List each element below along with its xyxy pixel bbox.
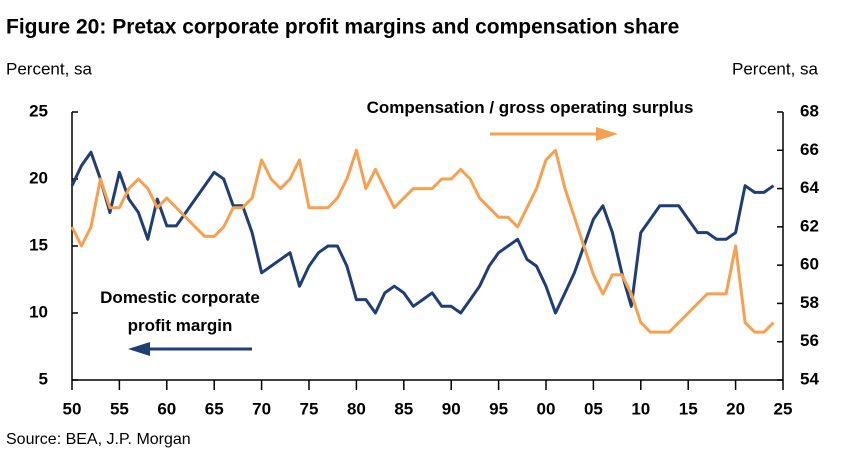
y-tick-label: 5 bbox=[39, 369, 48, 388]
x-tick-label: 80 bbox=[347, 399, 366, 418]
y-tick-label: 10 bbox=[29, 302, 48, 321]
legend-arrowhead bbox=[128, 342, 150, 356]
x-tick-label: 00 bbox=[537, 399, 556, 418]
x-tick-label: 95 bbox=[489, 399, 508, 418]
y2-tick-label: 56 bbox=[800, 331, 819, 350]
y-tick-label: 15 bbox=[29, 235, 48, 254]
x-tick-label: 60 bbox=[157, 399, 176, 418]
legend-entry: Compensation / gross operating surplus bbox=[366, 98, 694, 117]
y2-tick-label: 60 bbox=[800, 255, 819, 274]
legend-arrowhead bbox=[596, 127, 618, 141]
y2-tick-label: 66 bbox=[800, 140, 819, 159]
chart-title: Figure 20: Pretax corporate profit margi… bbox=[6, 16, 679, 39]
y2-tick-label: 68 bbox=[800, 101, 819, 120]
x-tick-label: 70 bbox=[252, 399, 271, 418]
data-line bbox=[70, 148, 775, 334]
x-tick-label: 90 bbox=[442, 399, 461, 418]
y-tick-label: 25 bbox=[29, 101, 48, 120]
x-tick-label: 20 bbox=[726, 399, 745, 418]
x-tick-label: 05 bbox=[584, 399, 603, 418]
y2-tick-label: 58 bbox=[800, 293, 819, 312]
x-tick-label: 15 bbox=[679, 399, 698, 418]
y2-tick-label: 64 bbox=[800, 178, 819, 197]
y-tick-label: 20 bbox=[29, 168, 48, 187]
y-axis-label: Percent, sa bbox=[6, 59, 93, 78]
legend-entry: Domestic corporate profit margin bbox=[100, 288, 260, 335]
x-tick-label: 50 bbox=[63, 399, 82, 418]
x-tick-label: 85 bbox=[394, 399, 413, 418]
x-tick-label: 25 bbox=[774, 399, 793, 418]
y2-axis-label: Percent, sa bbox=[732, 59, 819, 78]
x-tick-label: 65 bbox=[205, 399, 224, 418]
x-tick-label: 75 bbox=[300, 399, 319, 418]
data-line bbox=[70, 150, 775, 315]
y2-tick-label: 62 bbox=[800, 216, 819, 235]
y2-tick-label: 54 bbox=[800, 369, 819, 388]
source-note: Source: BEA, J.P. Morgan bbox=[6, 431, 191, 448]
x-tick-label: 55 bbox=[110, 399, 129, 418]
x-tick-label: 10 bbox=[631, 399, 650, 418]
